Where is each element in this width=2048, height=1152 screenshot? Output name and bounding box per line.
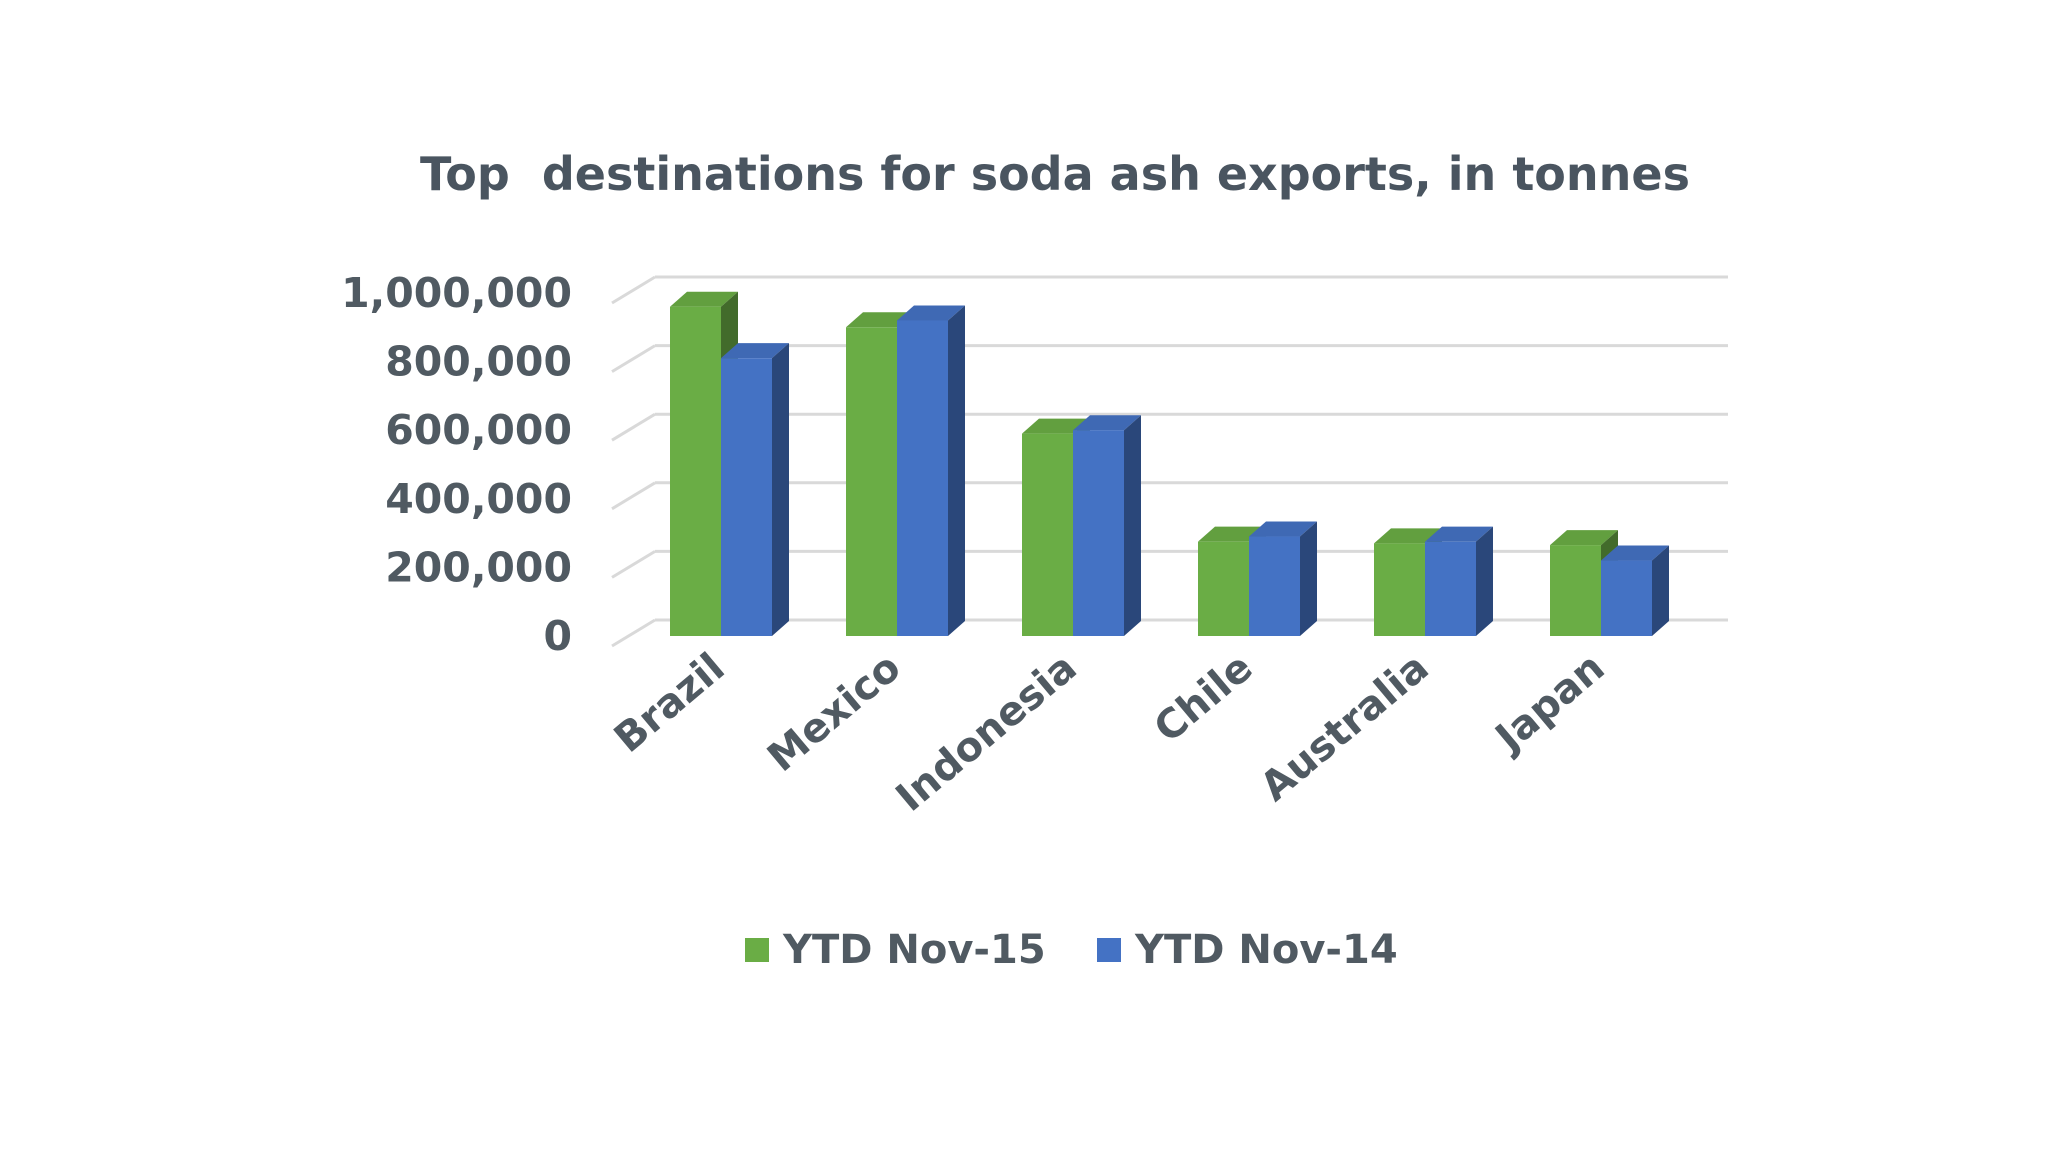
bar-front	[1073, 430, 1124, 636]
y-tick-label: 800,000	[385, 338, 572, 386]
legend-item: YTD Nov-14	[1097, 927, 1398, 973]
legend-label: YTD Nov-14	[1134, 927, 1398, 973]
bar-front	[1425, 541, 1476, 636]
legend-swatch	[1097, 938, 1121, 962]
legend-swatch	[745, 938, 769, 962]
bar-top	[721, 343, 789, 359]
bar-side	[1652, 545, 1669, 636]
bar-brazil-1	[721, 343, 789, 636]
bar-mexico-1	[897, 305, 965, 636]
gridline-depth	[611, 412, 656, 442]
bar-chile-1	[1249, 521, 1317, 636]
bar-front	[1550, 545, 1601, 636]
bar-side	[1124, 415, 1141, 636]
bar-front	[897, 320, 948, 636]
bar-front	[670, 306, 721, 636]
gridline-depth	[611, 275, 656, 305]
legend: YTD Nov-15 YTD Nov-14	[745, 927, 1398, 973]
gridline-depth	[611, 344, 656, 373]
bar-front	[1198, 541, 1249, 636]
chart-title: Top destinations for soda ash exports, i…	[420, 147, 1690, 201]
bar-australia-1	[1425, 526, 1493, 636]
gridline-depth	[611, 481, 656, 511]
bar-front	[1601, 560, 1652, 636]
bar-side	[1300, 521, 1317, 636]
legend-item: YTD Nov-15	[745, 927, 1046, 973]
legend-label: YTD Nov-15	[782, 927, 1046, 973]
bar-top	[897, 305, 965, 321]
bar-front	[721, 358, 772, 636]
gridlines	[611, 275, 1728, 648]
bar-front	[1022, 433, 1073, 636]
y-tick-label: 0	[543, 612, 572, 660]
bar-top	[1425, 526, 1493, 542]
y-tick-label: 600,000	[385, 406, 572, 454]
bar-top	[1022, 418, 1090, 434]
bar-top	[1249, 521, 1317, 537]
gridline-depth	[611, 550, 656, 579]
bar-front	[1374, 543, 1425, 636]
bar-side	[948, 305, 965, 636]
bar-side	[1476, 526, 1493, 636]
bar-top	[670, 291, 738, 307]
bar-indonesia-1	[1073, 415, 1141, 636]
gridline-depth	[611, 618, 656, 648]
bar-front	[1249, 536, 1300, 636]
y-axis-ticks: 0 200,000 400,000 600,000 800,000 1,000,000	[341, 269, 572, 660]
y-tick-label: 1,000,000	[341, 269, 572, 317]
y-tick-label: 200,000	[385, 543, 572, 591]
bar-top	[1073, 415, 1141, 431]
bars	[670, 291, 1669, 636]
bar-top	[1374, 528, 1442, 544]
bar-side	[772, 343, 789, 636]
bar-japan-1	[1601, 545, 1669, 636]
y-tick-label: 400,000	[385, 475, 572, 523]
bar-top	[1601, 545, 1669, 561]
bar-front	[846, 327, 897, 636]
bar-top	[1550, 530, 1618, 546]
